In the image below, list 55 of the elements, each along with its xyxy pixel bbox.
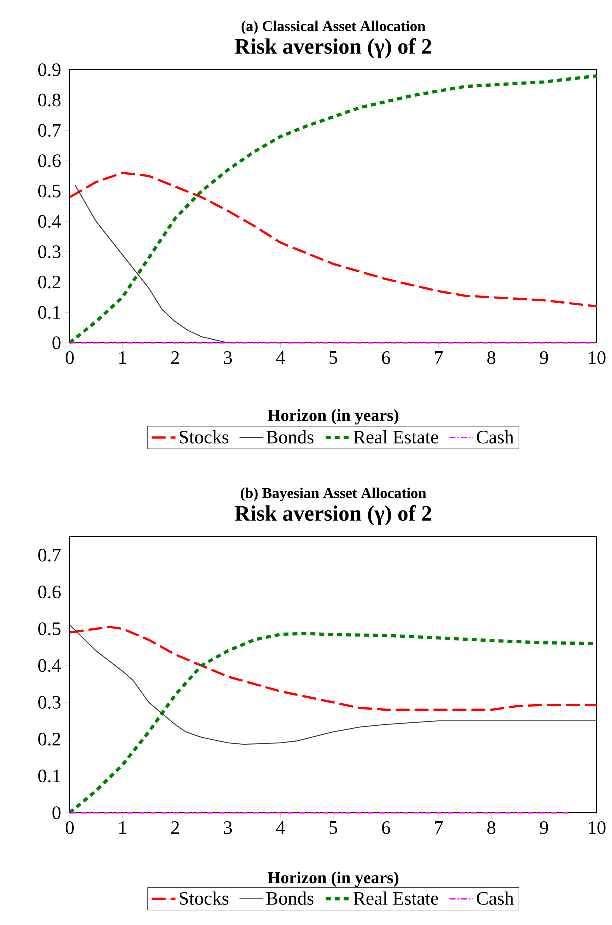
x-tick-label: 6 [382, 822, 390, 834]
x-tick-label: 7 [435, 352, 444, 364]
y-tick-label: 0 [52, 806, 61, 820]
y-tick-label: 0.7 [38, 549, 61, 562]
y-tick-label: 0.7 [38, 124, 61, 138]
x-tick-label: 6 [382, 352, 390, 364]
y-tick-label: 0.6 [38, 586, 61, 599]
chart-subtitle: Risk aversion (γ) of 2 [234, 38, 432, 59]
chart-title: (a) Classical Asset Allocation [242, 20, 426, 34]
x-tick-label: 1 [120, 352, 126, 364]
x-tick-label: 0 [66, 822, 74, 834]
x-tick-label: 10 [589, 352, 606, 364]
x-tick-label: 8 [488, 822, 496, 834]
x-tick-label: 3 [224, 352, 232, 364]
x-axis-title: Horizon (in years) [268, 872, 399, 888]
x-tick-label: 7 [435, 822, 444, 834]
x-tick-label: 10 [589, 822, 606, 834]
legend-label: Real Estate [354, 430, 438, 444]
line-series [68, 172, 598, 308]
y-tick-label: 0.4 [38, 215, 62, 228]
x-axis-title: Horizon (in years) [268, 409, 399, 425]
x-tick-label: 9 [540, 352, 548, 364]
x-tick-label: 2 [171, 822, 180, 834]
legend-label: Cash [477, 892, 514, 906]
y-tick-label: 0.1 [38, 770, 60, 783]
x-tick-label: 3 [224, 822, 232, 834]
legend-label: Real Estate [354, 892, 438, 906]
x-tick-label: 2 [171, 352, 180, 364]
x-tick-label: 4 [276, 822, 286, 834]
x-tick-label: 5 [330, 822, 338, 834]
x-tick-label: 5 [330, 352, 338, 364]
y-tick-label: 0.6 [38, 154, 61, 168]
legend-label: Stocks [180, 430, 229, 444]
legend-label: Bonds [266, 430, 314, 444]
x-tick-label: 0 [66, 352, 74, 364]
x-tick-label: 4 [276, 352, 286, 364]
y-tick-label: 0.2 [38, 276, 60, 289]
x-tick-label: 9 [540, 822, 548, 834]
y-tick-label: 0.3 [38, 246, 61, 258]
y-tick-label: 0.2 [38, 733, 60, 746]
legend-label: Bonds [266, 892, 314, 906]
y-tick-label: 0.5 [38, 184, 61, 198]
y-tick-label: 0.8 [38, 94, 61, 107]
legend-label: Stocks [180, 892, 229, 906]
y-tick-label: 0.4 [38, 659, 62, 672]
chart-title: (b) Bayesian Asset Allocation [240, 488, 426, 502]
y-tick-label: 0.9 [38, 64, 61, 76]
y-tick-label: 0.1 [38, 306, 60, 320]
chart-subtitle: Risk aversion (γ) of 2 [234, 505, 432, 526]
y-tick-label: 0.5 [38, 622, 61, 636]
y-tick-label: 0 [52, 336, 61, 350]
x-tick-label: 8 [488, 352, 496, 364]
y-tick-label: 0.3 [38, 696, 61, 710]
x-tick-label: 1 [120, 822, 126, 834]
legend-label: Cash [477, 430, 514, 444]
